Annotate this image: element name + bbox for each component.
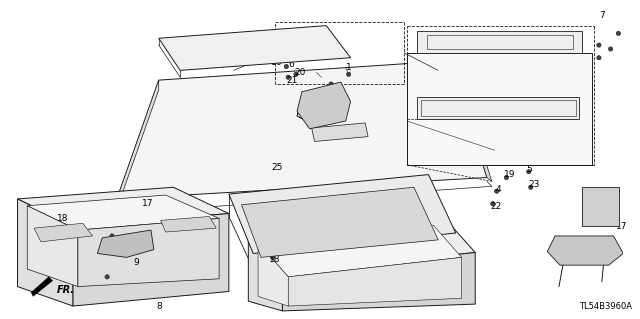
Text: 20: 20	[294, 68, 305, 77]
Polygon shape	[248, 217, 476, 273]
Polygon shape	[582, 187, 620, 226]
Text: 11: 11	[341, 195, 353, 204]
Polygon shape	[97, 230, 154, 257]
Text: 9: 9	[134, 258, 140, 267]
Polygon shape	[229, 174, 456, 254]
Circle shape	[596, 43, 601, 47]
Polygon shape	[407, 53, 592, 165]
Text: 18: 18	[56, 214, 68, 223]
Text: 7: 7	[599, 11, 605, 20]
Text: 1: 1	[346, 63, 351, 72]
Circle shape	[286, 75, 291, 79]
Text: 4: 4	[495, 185, 501, 194]
Polygon shape	[31, 277, 52, 296]
Text: 18: 18	[269, 255, 280, 264]
Text: 21: 21	[286, 76, 298, 85]
Text: 22: 22	[491, 202, 502, 211]
Polygon shape	[78, 219, 219, 286]
Text: 6: 6	[288, 60, 294, 69]
Polygon shape	[241, 187, 438, 257]
Polygon shape	[547, 236, 623, 265]
Polygon shape	[258, 243, 288, 306]
Circle shape	[105, 275, 109, 279]
Circle shape	[495, 189, 499, 193]
Polygon shape	[417, 32, 582, 53]
Circle shape	[295, 55, 299, 59]
Circle shape	[637, 224, 640, 228]
Polygon shape	[248, 236, 282, 311]
Text: 13: 13	[397, 212, 409, 221]
Text: 19: 19	[504, 170, 515, 179]
Polygon shape	[258, 225, 461, 277]
Polygon shape	[161, 217, 216, 232]
Polygon shape	[297, 82, 351, 129]
Polygon shape	[288, 257, 461, 306]
Circle shape	[294, 72, 298, 77]
Circle shape	[284, 64, 289, 69]
Polygon shape	[28, 195, 219, 230]
Text: 8: 8	[157, 301, 163, 311]
Text: 16: 16	[271, 58, 282, 67]
Text: 17: 17	[142, 199, 154, 208]
Circle shape	[527, 169, 531, 174]
Polygon shape	[312, 123, 368, 142]
Polygon shape	[451, 61, 492, 182]
Text: TL54B3960A: TL54B3960A	[579, 301, 632, 311]
Text: 17: 17	[616, 222, 627, 231]
Circle shape	[271, 255, 275, 260]
Polygon shape	[297, 90, 341, 126]
Circle shape	[529, 185, 533, 189]
Text: 5: 5	[526, 165, 532, 174]
Circle shape	[504, 175, 509, 180]
Circle shape	[616, 31, 621, 35]
Text: FR.: FR.	[56, 286, 74, 295]
Polygon shape	[28, 206, 78, 286]
Polygon shape	[117, 61, 487, 199]
Circle shape	[346, 72, 351, 77]
Polygon shape	[282, 253, 476, 311]
Polygon shape	[17, 187, 229, 226]
Text: 3: 3	[282, 42, 288, 52]
Circle shape	[329, 82, 333, 86]
Polygon shape	[73, 213, 229, 306]
Text: 23: 23	[529, 180, 540, 189]
Polygon shape	[417, 97, 579, 119]
Circle shape	[110, 234, 114, 238]
Text: 25: 25	[271, 163, 282, 172]
Polygon shape	[34, 223, 93, 242]
Polygon shape	[17, 199, 73, 306]
Polygon shape	[117, 80, 159, 209]
Circle shape	[596, 56, 601, 60]
Polygon shape	[159, 26, 351, 70]
Circle shape	[491, 202, 495, 206]
Circle shape	[609, 47, 612, 51]
Text: 2: 2	[295, 48, 301, 57]
